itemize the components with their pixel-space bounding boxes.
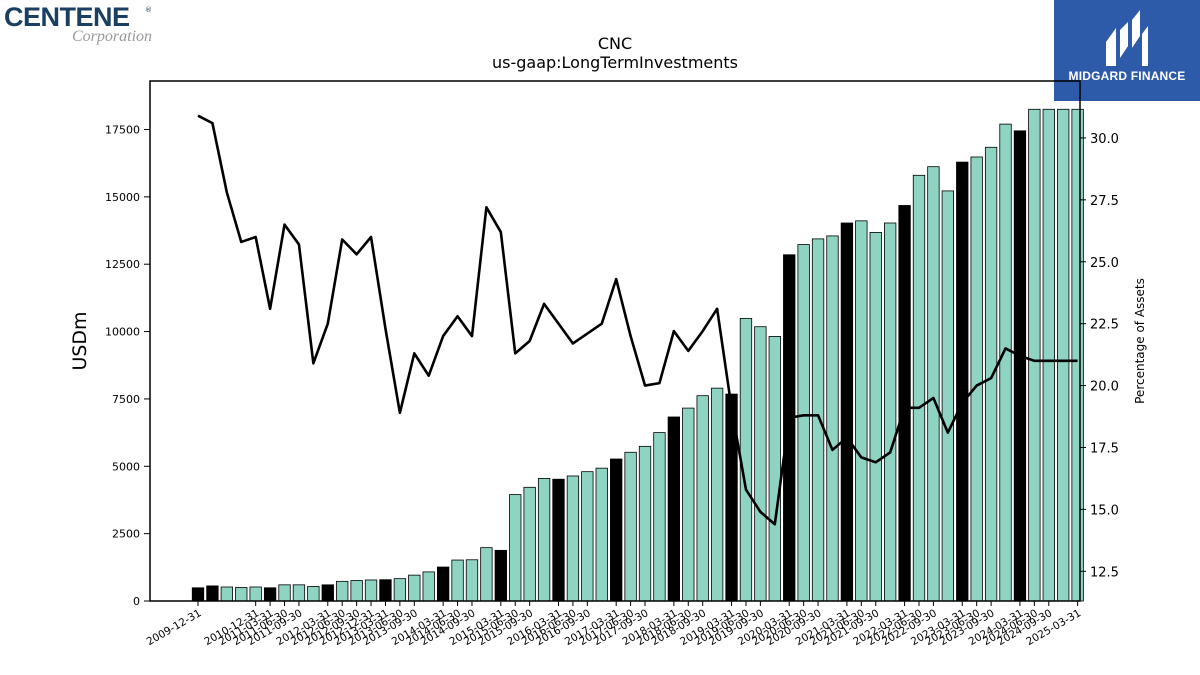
bar-2010-09-30: [235, 587, 248, 602]
bar-2024-06-30: [1028, 108, 1041, 602]
bar-series: [191, 108, 1084, 602]
y2-tick-label: 22.5: [1090, 318, 1119, 333]
bar-2022-06-30: [912, 174, 926, 602]
bar-2022-12-31: [941, 190, 954, 602]
centene-logo: CENTENE ® Corporation: [4, 2, 184, 46]
bar-2015-09-30: [523, 486, 536, 602]
chart-title: CNC: [598, 34, 632, 53]
bar-2018-12-31: [710, 387, 724, 602]
line-series: [197, 114, 1078, 526]
bar-2015-12-31: [537, 478, 551, 602]
y-tick-label: 10000: [105, 326, 140, 339]
bar-2012-12-31: [364, 579, 378, 602]
bar-2024-12-31: [1057, 108, 1070, 602]
bar-2024-09-30: [1042, 108, 1055, 602]
bar-2013-09-30: [408, 574, 421, 602]
bar-2018-06-30: [682, 407, 695, 602]
bar-2011-03-31: [263, 587, 277, 602]
bar-2021-06-30: [855, 220, 868, 602]
bar-2021-03-31: [840, 222, 854, 602]
plot-frame: [149, 80, 1081, 602]
y2-tick-label: 30.0: [1090, 132, 1119, 147]
y-tick-label: 0: [133, 595, 140, 608]
y-tick-label: 17500: [105, 123, 140, 136]
bar-2010-06-30: [220, 586, 233, 602]
bar-2023-09-30: [984, 146, 998, 602]
bar-2015-03-31: [494, 549, 507, 602]
bar-2013-12-31: [422, 571, 435, 602]
midgard-finance-logo: MIDGARD FINANCE: [1054, 0, 1200, 101]
bar-2012-06-30: [336, 580, 349, 602]
y2-tick-label: 25.0: [1090, 256, 1119, 271]
y-tick-label: 2500: [112, 528, 140, 541]
y2-axis-title: Percentage of Assets: [1133, 278, 1147, 404]
logo-brand-text: CENTENE: [4, 2, 130, 32]
bar-2017-03-31: [610, 458, 623, 602]
y2-tick-label: 17.5: [1090, 441, 1119, 456]
bar-2011-09-30: [292, 584, 306, 602]
bar-2022-09-30: [927, 166, 940, 602]
percentage-line: [197, 114, 1078, 526]
bar-2019-09-30: [754, 326, 767, 602]
bar-2024-03-31: [1013, 130, 1027, 602]
bar-2012-03-31: [321, 584, 334, 602]
y-tick-label: 5000: [112, 460, 140, 473]
bar-2016-12-31: [595, 467, 608, 602]
bar-2011-12-31: [307, 586, 320, 602]
y-tick-label: 15000: [105, 191, 140, 204]
chart-subtitle: us-gaap:LongTermInvestments: [492, 53, 738, 72]
bar-2020-03-31: [783, 254, 796, 602]
bar-2014-06-30: [451, 559, 464, 602]
y2-tick-label: 15.0: [1090, 503, 1119, 518]
bar-2018-03-31: [667, 416, 681, 602]
bar-2014-03-31: [436, 566, 450, 602]
bar-2023-12-31: [999, 123, 1012, 602]
bar-2020-09-30: [811, 238, 825, 602]
bar-2015-06-30: [509, 494, 522, 602]
bar-2016-09-30: [581, 471, 594, 602]
bar-2023-03-31: [956, 161, 969, 602]
bar-2018-09-30: [696, 395, 709, 602]
bar-2017-09-30: [638, 445, 652, 602]
x-tick-label: 2009-12-31: [145, 607, 204, 648]
bar-2009-12-31: [191, 587, 205, 602]
bar-2013-06-30: [393, 578, 407, 602]
bar-2019-12-31: [768, 336, 781, 602]
bar-2016-03-31: [552, 478, 565, 602]
bar-2011-06-30: [278, 584, 291, 602]
bar-2023-06-30: [970, 156, 983, 602]
bar-2010-03-31: [206, 585, 219, 602]
y2-tick-label: 27.5: [1090, 194, 1119, 209]
y2-tick-label: 12.5: [1090, 565, 1119, 580]
bar-2012-09-30: [350, 580, 363, 602]
midgard-m-icon: [1106, 10, 1148, 66]
bar-2014-12-31: [480, 547, 493, 602]
y-axis-title: USDm: [69, 311, 91, 370]
bar-2022-03-31: [898, 205, 911, 602]
bar-2021-09-30: [869, 232, 882, 602]
bar-2017-12-31: [653, 432, 666, 602]
bar-2025-03-31: [1071, 108, 1084, 602]
y2-tick-label: 20.0: [1090, 380, 1119, 395]
logo-sub-text: Corporation: [72, 28, 153, 45]
midgard-finance-name: MIDGARD FINANCE: [1068, 69, 1186, 83]
bar-2020-06-30: [797, 244, 810, 602]
y-tick-label: 12500: [105, 258, 140, 271]
bar-2016-06-30: [566, 475, 580, 602]
bar-2017-06-30: [624, 451, 637, 602]
y-tick-label: 7500: [112, 393, 140, 406]
bar-2020-12-31: [826, 235, 839, 602]
bar-2014-09-30: [465, 559, 479, 602]
bar-2013-03-31: [379, 579, 392, 602]
logo-registered-mark: ®: [145, 6, 152, 14]
bar-2021-12-31: [884, 222, 897, 602]
bar-2010-12-31: [249, 586, 262, 602]
